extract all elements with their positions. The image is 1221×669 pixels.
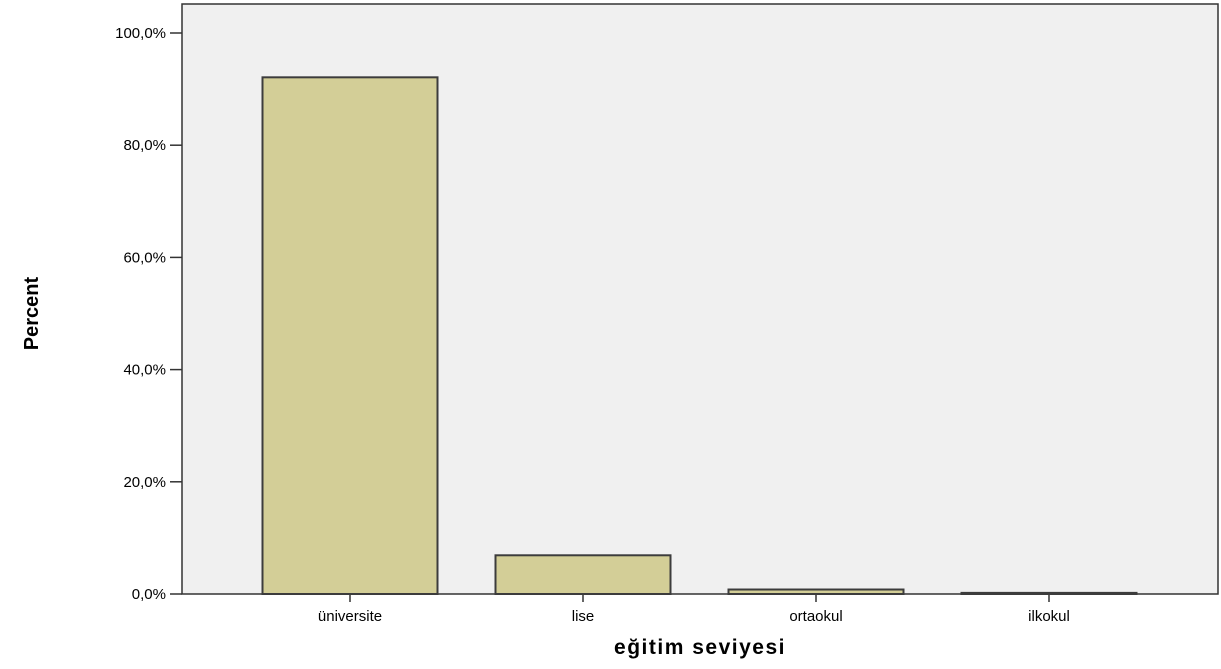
x-tick-label: lise xyxy=(572,608,595,625)
bar-series xyxy=(261,76,1138,596)
x-tick-label: üniversite xyxy=(318,608,382,625)
bar-2 xyxy=(727,588,905,596)
y-axis: 0,0% 20,0% 40,0% 60,0% 80,0% 100,0% xyxy=(115,25,182,603)
bar-3 xyxy=(960,591,1138,595)
y-tick-label: 60,0% xyxy=(123,249,166,266)
bar-0 xyxy=(261,76,439,596)
y-tick-label: 80,0% xyxy=(123,137,166,154)
x-tick-label: ilkokul xyxy=(1028,608,1070,625)
y-tick-label: 20,0% xyxy=(123,474,166,491)
y-tick-label: 40,0% xyxy=(123,362,166,379)
y-axis-title: Percent xyxy=(21,276,43,350)
x-tick-label: ortaokul xyxy=(789,608,842,625)
y-tick-label: 0,0% xyxy=(132,586,166,603)
y-tick-label: 100,0% xyxy=(115,25,166,42)
bar-1 xyxy=(494,554,672,596)
x-axis-title: eğitim seviyesi xyxy=(614,636,786,659)
x-axis: üniversite lise ortaokul ilkokul xyxy=(318,594,1070,625)
